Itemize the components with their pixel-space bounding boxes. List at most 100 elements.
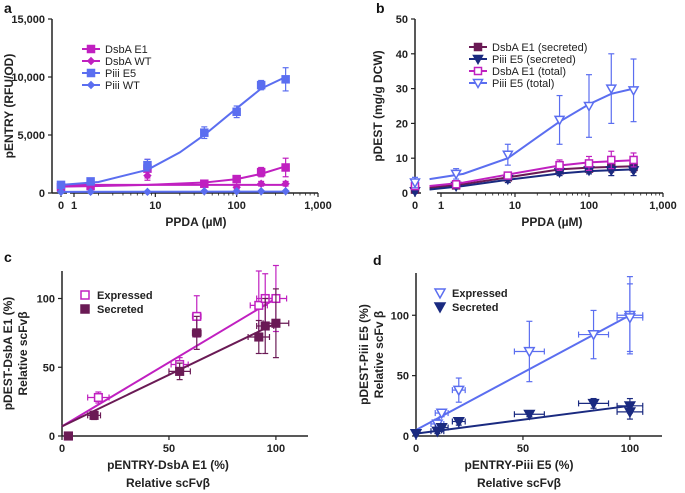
panel-d-fit-line-1 xyxy=(415,404,631,435)
panel-d-data-point-1 xyxy=(623,401,636,413)
panel-b-y-tick-label: 0 xyxy=(402,188,408,200)
panel-b-y-tick-label: 10 xyxy=(396,153,408,165)
panel-d-data-point-0 xyxy=(623,313,636,325)
panel-c-y-axis-label-2: Relative scFvβ xyxy=(16,311,30,395)
panel-b-data-point-2 xyxy=(607,155,616,165)
panel-a-data-point-3 xyxy=(256,187,266,196)
panel-a-legend-marker xyxy=(86,68,96,78)
panel-b-legend-marker xyxy=(473,42,483,52)
panel-c-x-tick-label: 100 xyxy=(267,443,285,455)
panel-label-b: b xyxy=(376,0,385,16)
panel-b-data-point-2 xyxy=(555,160,564,170)
panel-c-x-tick-label: 0 xyxy=(59,443,65,455)
panel-d-y-axis-label: pDEST-Piii E5 (%) xyxy=(357,304,371,405)
panel-b-y-tick-label: 30 xyxy=(396,84,408,96)
panel-c-data-point-1 xyxy=(89,410,99,420)
panel-a-data-point-2 xyxy=(56,180,66,190)
panel-a-legend-marker xyxy=(86,80,96,90)
panel-a-y-tick-label: 10,000 xyxy=(11,72,45,84)
panel-d-y-tick-label: 100 xyxy=(391,310,409,322)
panel-d-x-axis-label-2: Relative scFvβ xyxy=(477,476,561,490)
panel-c-data-point-0 xyxy=(93,392,103,403)
panel-d-data-point-1 xyxy=(587,398,600,410)
panel-c-y-tick-label: 0 xyxy=(49,431,55,443)
panel-b-y-tick-label: 50 xyxy=(396,14,408,26)
panel-b-y-axis-label: pDEST (mg/g DCW) xyxy=(371,50,385,161)
panel-a-data-point-2 xyxy=(86,177,95,186)
panel-a-x-tick-label: 0 xyxy=(58,200,64,212)
panel-a-data-point-0 xyxy=(281,163,290,172)
panel-b-legend-marker xyxy=(472,54,484,66)
panel-b-data-point-3 xyxy=(450,169,462,180)
panel-a-y-tick-label: 5,000 xyxy=(17,130,45,142)
panel-a-legend-marker xyxy=(86,44,96,54)
panel-d-data-point-0 xyxy=(452,385,465,397)
panel-c-data-point-1 xyxy=(271,318,281,328)
panel-c-x-axis-label: pENTRY-DsbA E1 (%) xyxy=(107,458,229,472)
panel-b-data-point-3 xyxy=(502,150,514,161)
panel-a-legend-label: Piii WT xyxy=(105,80,140,92)
panel-b-data-point-3 xyxy=(553,115,566,126)
panel-c-data-point-1 xyxy=(63,431,73,441)
panel-c-legend-label: Expressed xyxy=(97,290,153,302)
panel-a-legend-label: DsbA WT xyxy=(105,56,152,68)
panel-c-legend-marker xyxy=(80,304,90,314)
panel-b-y-tick-label: 40 xyxy=(396,49,408,61)
panel-b-legend-label: DsbA E1 (secreted) xyxy=(492,42,587,54)
panel-b-legend-label: Piii E5 (total) xyxy=(492,78,554,90)
panel-a-data-point-2 xyxy=(281,75,290,84)
panel-c-x-axis-label-2: Relative scFvβ xyxy=(126,476,210,490)
panel-c-x-tick-label: 50 xyxy=(163,443,175,455)
panel-c-data-point-1 xyxy=(260,321,270,331)
panel-b-data-point-3 xyxy=(627,86,640,97)
panel-d-data-point-1 xyxy=(523,409,536,421)
panel-d-x-axis-label: pENTRY-Piii E5 (%) xyxy=(465,458,574,472)
panel-d-x-tick-label: 0 xyxy=(413,443,419,455)
panel-c-legend-marker xyxy=(80,290,90,300)
panel-b-legend-marker xyxy=(472,78,484,90)
panel-c-y-tick-label: 50 xyxy=(43,362,55,374)
panel-d-y-tick-label: 0 xyxy=(403,431,409,443)
panel-d-data-point-0 xyxy=(587,330,600,341)
panel-b-fit-line-3 xyxy=(429,87,634,181)
panel-b-data-point-2 xyxy=(503,171,513,180)
panel-b-x-tick-label: 100 xyxy=(580,200,598,212)
panel-d-data-point-1 xyxy=(409,429,423,440)
panel-c-data-point-0 xyxy=(254,300,264,310)
panel-d-data-point-1 xyxy=(452,416,465,428)
panel-a-y-axis-label: pENTRY (RFU/OD) xyxy=(2,54,16,159)
panel-b-data-point-3 xyxy=(583,101,595,113)
panel-d-y-axis-label-2: Relative scFv β xyxy=(372,311,386,398)
panel-label-a: a xyxy=(4,0,12,16)
panel-c-y-axis-label: pDEST-DsbA E1 (%) xyxy=(1,297,15,411)
panel-label-d: d xyxy=(373,252,382,268)
panel-a-data-point-0 xyxy=(256,167,266,177)
panel-a-data-point-3 xyxy=(56,187,66,197)
panel-a-data-point-3 xyxy=(232,187,241,196)
panel-a-fit-line-0 xyxy=(61,165,286,188)
panel-c-data-point-1 xyxy=(254,332,264,342)
panel-b-legend-label: DsbA E1 (total) xyxy=(492,66,566,78)
panel-c-fit-line-1 xyxy=(61,322,277,428)
panel-d-y-tick-label: 50 xyxy=(397,371,409,383)
panel-d-x-tick-label: 100 xyxy=(621,443,639,455)
panel-d-legend-label: Expressed xyxy=(452,288,508,300)
panel-d-data-point-1 xyxy=(435,422,448,434)
panel-a-data-point-1 xyxy=(143,171,152,180)
panel-a-data-point-3 xyxy=(281,187,290,196)
panel-a-y-tick-label: 15,000 xyxy=(11,14,45,26)
panel-a-data-point-3 xyxy=(200,187,209,196)
panel-d-legend-label: Secreted xyxy=(452,302,498,314)
panel-c-legend-label: Secreted xyxy=(97,304,143,316)
panel-a-data-point-2 xyxy=(256,80,266,90)
panel-a-x-tick-label: 10 xyxy=(149,200,161,212)
panel-c-fit-line-0 xyxy=(61,297,277,428)
panel-b-data-point-2 xyxy=(584,159,594,168)
panel-d-data-point-0 xyxy=(435,408,448,420)
panel-a-legend-marker xyxy=(86,56,96,66)
panel-a-x-tick-label: 1 xyxy=(71,200,77,212)
panel-b-x-axis-label: PPDA (µM) xyxy=(521,215,582,229)
panel-b-data-point-2 xyxy=(451,180,461,189)
